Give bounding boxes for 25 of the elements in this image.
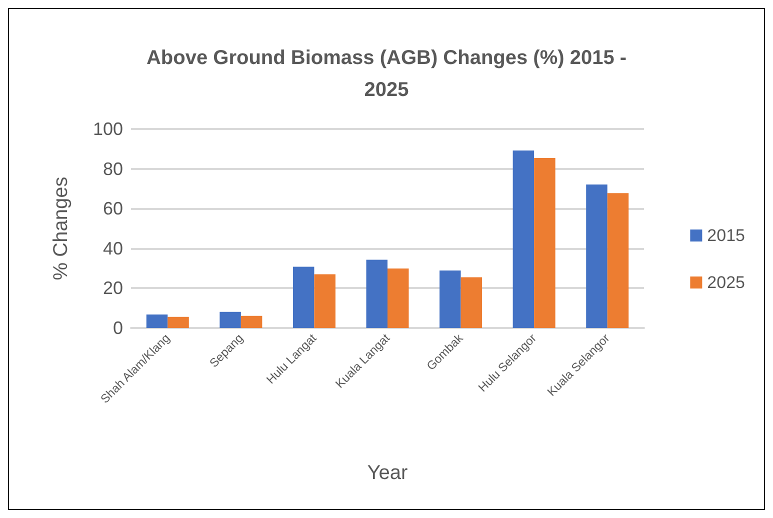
bar: [366, 260, 388, 328]
bar: [314, 274, 336, 328]
chart-title: Above Ground Biomass (AGB) Changes (%) 2015 - 2025: [146, 47, 627, 101]
bar: [512, 150, 534, 328]
y-tick-label: 100: [92, 119, 123, 139]
legend-label: 2015: [707, 226, 746, 245]
y-tick-label: 80: [102, 158, 123, 179]
bar: [240, 316, 262, 328]
bar: [440, 270, 461, 328]
legend-label: 2025: [707, 273, 746, 292]
bar: [460, 277, 482, 328]
bar: [607, 193, 629, 328]
y-tick-label: 20: [102, 278, 123, 298]
x-axis-title: Year: [367, 462, 408, 484]
bar: [146, 314, 168, 328]
bar: [586, 184, 608, 328]
bar: [168, 316, 189, 328]
y-tick-label: 60: [102, 198, 123, 219]
y-tick-label: 40: [102, 238, 123, 258]
bar: [388, 268, 409, 328]
bar: [220, 312, 241, 328]
bar: [292, 266, 314, 328]
bar: [534, 158, 556, 328]
y-tick-label: 0: [112, 318, 123, 338]
y-axis-title: % Changes: [50, 176, 72, 280]
